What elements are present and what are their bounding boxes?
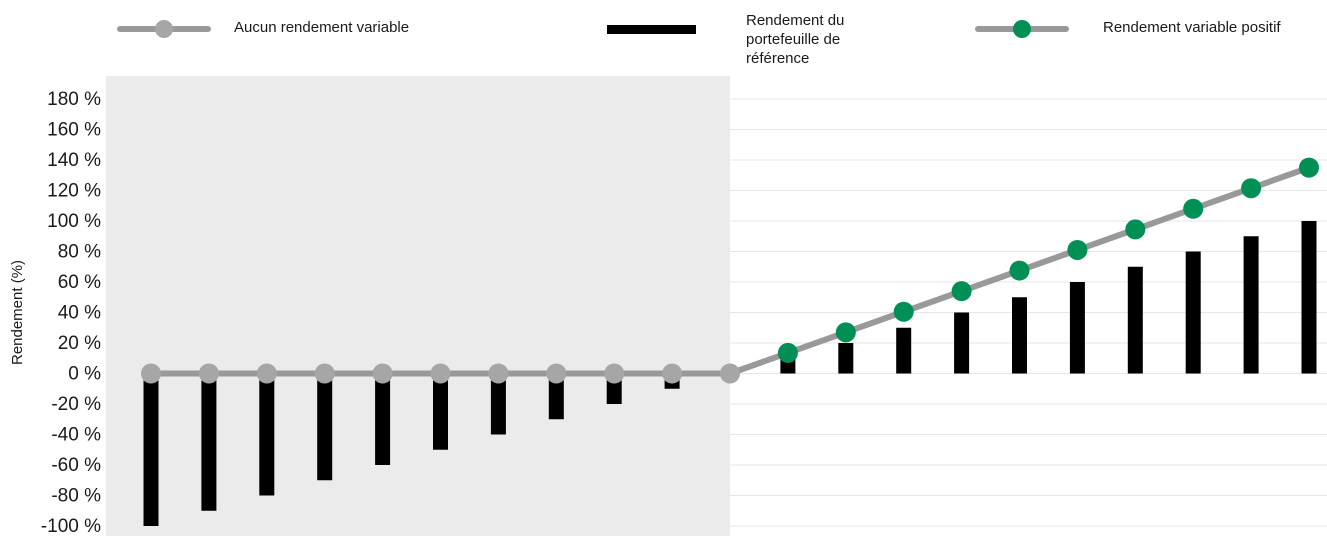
y-tick-label: 40 %	[58, 303, 101, 324]
marker-positive-variable-return	[835, 322, 856, 343]
bar-reference-return	[1185, 251, 1201, 374]
return-markers	[141, 157, 1319, 384]
legend-symbols	[117, 20, 1069, 38]
legend-symbol-no-variable-return	[117, 20, 211, 38]
legend-label-positive-variable-return: Rendement variable positif	[1103, 19, 1281, 36]
legend-symbol-positive-variable-return	[975, 20, 1069, 38]
marker-positive-variable-return	[1125, 219, 1146, 240]
y-tick-label: 80 %	[58, 242, 101, 263]
y-tick-label: 180 %	[47, 89, 101, 110]
y-tick-label: 160 %	[47, 120, 101, 141]
y-tick-label: 0 %	[68, 364, 101, 385]
bar-reference-return	[433, 373, 448, 450]
bar-reference-return	[143, 373, 159, 526]
marker-no-variable-return	[662, 363, 683, 384]
y-tick-label: -60 %	[51, 455, 101, 476]
y-tick-label: -100 %	[41, 516, 101, 536]
bar-reference-return	[1069, 282, 1085, 374]
marker-positive-variable-return	[1183, 198, 1204, 219]
y-tick-label: -80 %	[51, 486, 101, 507]
bar-reference-return	[896, 327, 912, 374]
shaded-negative-region	[106, 76, 730, 536]
marker-positive-variable-return	[1067, 239, 1088, 260]
marker-no-variable-return	[198, 363, 219, 384]
marker-positive-variable-return	[951, 281, 972, 302]
bar-reference-return	[1012, 297, 1027, 374]
marker-no-variable-return	[372, 363, 393, 384]
marker-positive-variable-return	[1241, 178, 1262, 199]
y-tick-label: 60 %	[58, 272, 101, 293]
y-tick-label: 100 %	[47, 211, 101, 232]
y-tick-label: -40 %	[51, 425, 101, 446]
reference-portfolio-bars	[143, 221, 1317, 526]
marker-no-variable-return	[141, 363, 161, 384]
bar-reference-return	[317, 373, 333, 481]
marker-positive-variable-return	[893, 301, 914, 322]
marker-positive-variable-return	[777, 342, 798, 363]
marker-no-variable-return	[720, 363, 740, 384]
marker-no-variable-return	[604, 363, 625, 384]
bar-reference-return	[1127, 266, 1143, 374]
y-tick-label: 20 %	[58, 333, 101, 354]
bar-reference-return	[490, 373, 506, 435]
legend-label-no-variable-return: Aucun rendement variable	[234, 19, 410, 36]
bar-reference-return	[201, 373, 217, 511]
marker-no-variable-return	[488, 363, 509, 384]
bar-reference-return	[548, 373, 564, 420]
y-axis-tick-labels: 180 % 160 % 140 % 120 % 100 % 80 % 60 % 40 % 20 …	[41, 89, 101, 536]
legend-label-reference-portfolio: Rendement du portefeuille de référence	[746, 12, 845, 67]
bar-reference-return	[1243, 236, 1259, 374]
bar-reference-return	[259, 373, 275, 496]
marker-positive-variable-return	[1299, 157, 1319, 178]
bar-reference-return	[838, 343, 854, 374]
legend-symbol-reference-portfolio	[607, 25, 696, 34]
bar-reference-return	[954, 312, 970, 374]
marker-no-variable-return	[256, 363, 277, 384]
y-axis-label: Rendement (%)	[9, 260, 26, 365]
gridlines	[730, 98, 1327, 527]
y-tick-label: 120 %	[47, 181, 101, 202]
bar-reference-return	[1301, 221, 1317, 374]
marker-no-variable-return	[546, 363, 567, 384]
marker-no-variable-return	[430, 363, 451, 384]
bar-reference-return	[375, 373, 391, 465]
y-tick-label: 140 %	[47, 150, 101, 171]
marker-positive-variable-return	[1009, 260, 1030, 281]
y-tick-label: -20 %	[51, 394, 101, 415]
marker-no-variable-return	[314, 363, 335, 384]
